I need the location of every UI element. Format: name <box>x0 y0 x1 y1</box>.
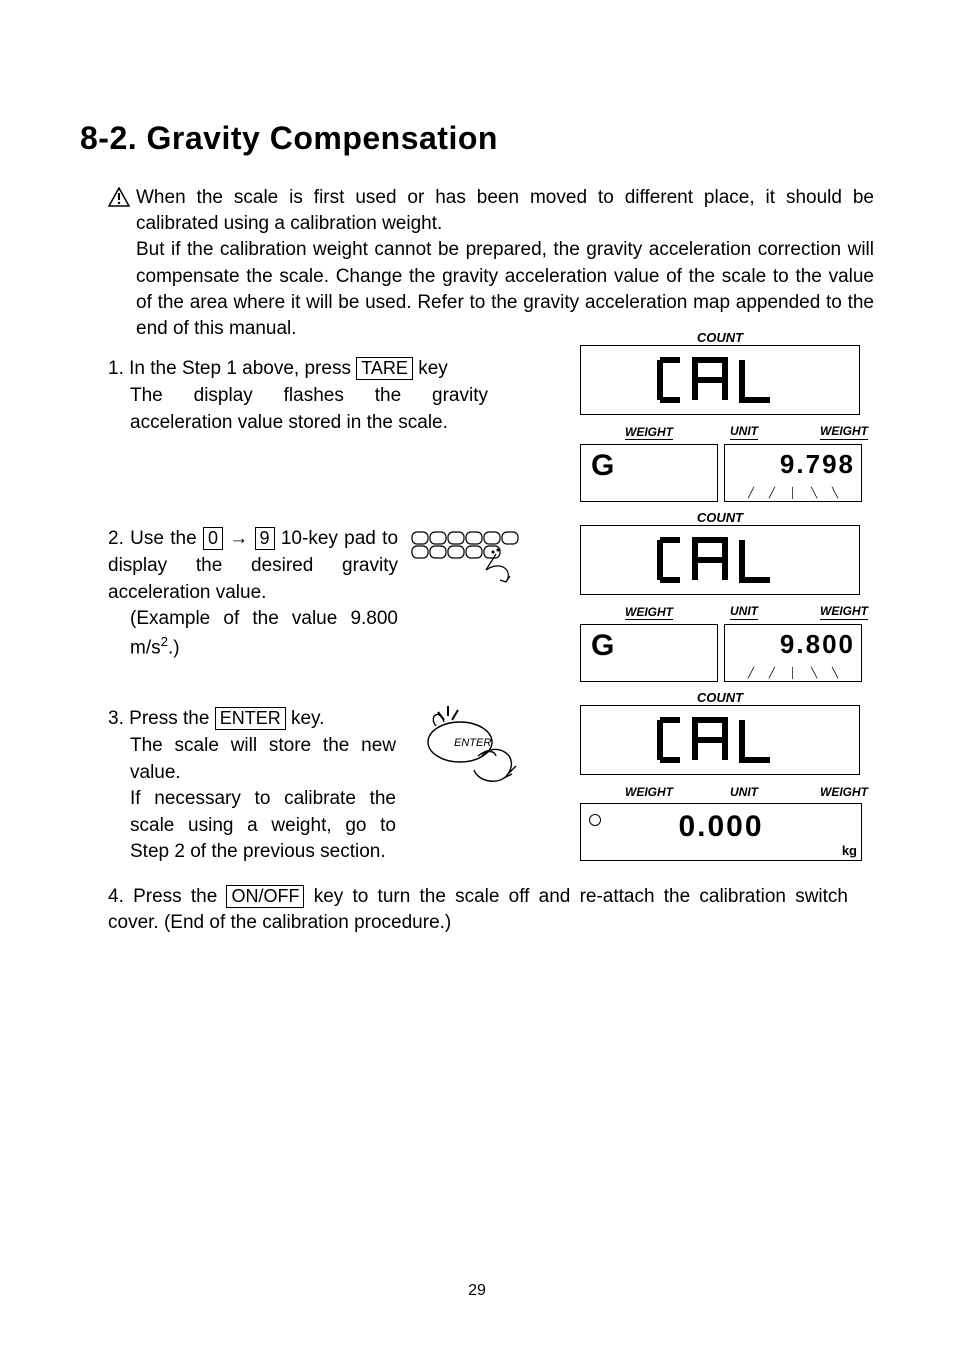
cal-seg-icon-3 <box>650 712 790 768</box>
step-2: 2. Use the 0 → 9 10-key pad to display t… <box>108 526 874 682</box>
count-box-3 <box>580 705 860 775</box>
weight-label-3: WEIGHT <box>625 606 673 620</box>
step-3: 3. Press the ENTER key. The scale will s… <box>108 706 874 866</box>
step3-num: 3. <box>108 708 124 729</box>
display-step2: COUNT WEIGHT UNIT WEIGHT <box>580 510 874 682</box>
arrow: → <box>229 528 248 549</box>
stable-indicator-icon <box>589 814 601 826</box>
unit-box-1: 9.798 ╱╱│╲╲ <box>724 444 862 502</box>
enter-key: ENTER <box>215 707 286 730</box>
zero-weight: 0.000 <box>678 812 763 842</box>
count-label: COUNT <box>580 330 860 345</box>
weight-box-1: G <box>580 444 718 502</box>
unit-label-2: UNIT <box>730 605 758 620</box>
weight-label-6: WEIGHT <box>820 785 868 799</box>
step3-a: Press the <box>129 708 215 729</box>
weight-box-2: G <box>580 624 718 682</box>
step2-c-b: .) <box>168 637 180 658</box>
step3-c: The scale will store the new value. <box>130 733 396 786</box>
page-number: 29 <box>0 1282 954 1300</box>
cal-seg-icon <box>650 352 790 408</box>
tare-key: TARE <box>356 357 413 380</box>
kg-unit: kg <box>842 843 857 858</box>
onoff-key: ON/OFF <box>226 885 304 908</box>
section-title: 8-2. Gravity Compensation <box>80 120 874 157</box>
cal-seg-icon-2 <box>650 532 790 588</box>
step2-num: 2. <box>108 528 124 549</box>
step-4: 4. Press the ON/OFF key to turn the scal… <box>108 884 874 937</box>
key-0: 0 <box>203 527 223 550</box>
unit-box-2: 9.800 ╱╱│╲╲ <box>724 624 862 682</box>
step1-line-b: key <box>418 358 448 379</box>
unit-label-3: UNIT <box>730 785 758 799</box>
keypad-icon <box>410 530 520 600</box>
enter-btn-label: ENTER <box>454 737 491 749</box>
step1-line-a: In the Step 1 above, press <box>129 358 356 379</box>
display-step3: COUNT WEIGHT UNIT WEIGHT <box>580 690 874 861</box>
count-box-2 <box>580 525 860 595</box>
g-prefix-1: G <box>591 451 616 481</box>
count-box-1 <box>580 345 860 415</box>
unit-val-1: 9.798 <box>780 451 855 477</box>
enter-press-icon: ENTER <box>408 700 528 792</box>
g-prefix-2: G <box>591 631 616 661</box>
step-1: 1. In the Step 1 above, press TARE key T… <box>108 356 874 502</box>
intro-p2: But if the calibration weight cannot be … <box>136 237 874 342</box>
step2-a: Use the <box>130 528 203 549</box>
step4-a: Press the <box>133 886 226 907</box>
unit-label: UNIT <box>730 425 758 440</box>
count-label-3: COUNT <box>580 690 860 705</box>
step3-d: If necessary to calibrate the scale usin… <box>130 786 396 866</box>
count-label-2: COUNT <box>580 510 860 525</box>
unit-val-2: 9.800 <box>780 631 855 657</box>
intro-p1: When the scale is first used or has been… <box>136 185 874 237</box>
weight-label-5: WEIGHT <box>625 785 673 799</box>
step1-num: 1. <box>108 358 124 379</box>
key-9: 9 <box>255 527 275 550</box>
weight-box-3: 0.000 kg <box>580 803 862 861</box>
weight-label: WEIGHT <box>625 426 673 440</box>
display-step1: COUNT WEIGHT UNIT WEIGHT <box>580 330 874 502</box>
intro-block: When the scale is first used or has been… <box>108 185 874 342</box>
weight-label-2: WEIGHT <box>820 425 868 440</box>
weight-label-4: WEIGHT <box>820 605 868 620</box>
caution-icon <box>108 187 130 207</box>
step3-b: key. <box>291 708 324 729</box>
step1-line-c: The display flashes the gravity accelera… <box>130 383 488 436</box>
sup-2: 2 <box>161 634 168 649</box>
step4-num: 4. <box>108 886 124 907</box>
